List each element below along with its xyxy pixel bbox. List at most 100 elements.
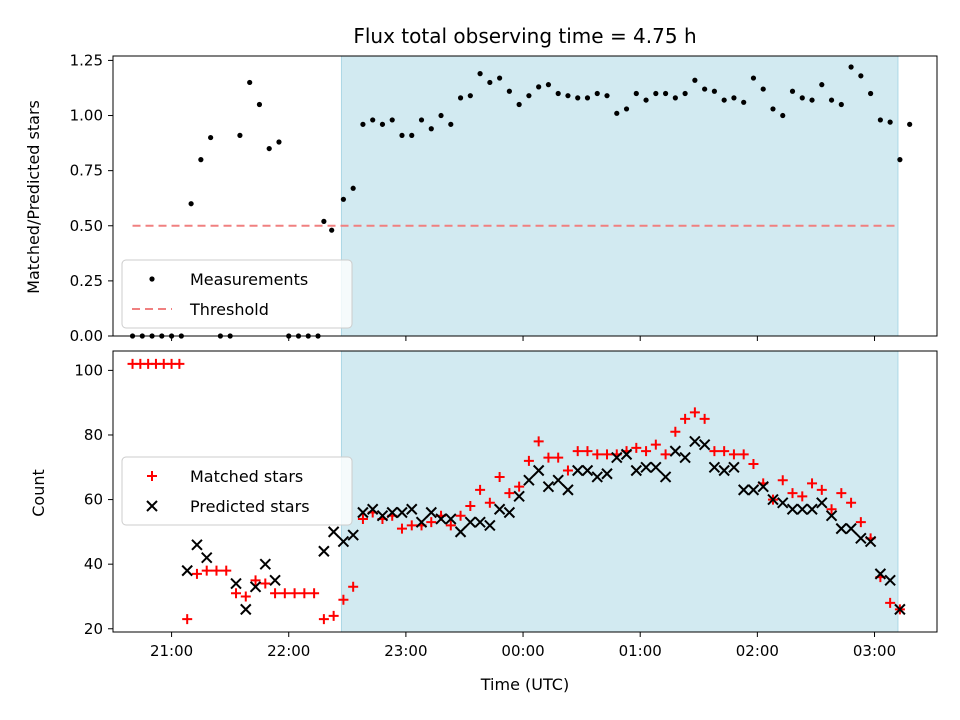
predicted-star-point (581, 464, 594, 477)
legend-dot-marker (149, 276, 155, 282)
predicted-star-point (806, 503, 818, 515)
y-tick-label: 40 (84, 555, 103, 573)
measurement-point (516, 101, 522, 108)
matched-star-point (553, 452, 564, 463)
matched-star-point (650, 439, 661, 450)
measurement-point (692, 77, 698, 83)
matched-star-point (475, 484, 486, 495)
y-tick-label: 0.00 (70, 327, 103, 345)
matched-star-point (846, 497, 857, 508)
measurement-point (350, 185, 356, 191)
measurement-point (321, 218, 327, 224)
measurement-point (340, 196, 347, 202)
matched-star-point (231, 588, 242, 599)
measurement-point (877, 117, 883, 123)
measurement-point (623, 106, 630, 112)
matched-star-point (572, 446, 583, 457)
predicted-star-point (513, 490, 525, 503)
matched-star-point (748, 459, 759, 470)
predicted-star-point (474, 516, 486, 528)
measurement-point (487, 79, 493, 86)
y-tick-label: 60 (84, 491, 103, 509)
predicted-star-point (396, 506, 408, 519)
predicted-star-point (718, 464, 730, 477)
matched-star-point (709, 446, 720, 457)
chart-title: Flux total observing time = 4.75 h (353, 24, 696, 48)
matched-star-point (357, 513, 368, 524)
predicted-star-point (825, 510, 838, 522)
predicted-star-point (650, 461, 662, 473)
legend-plus-marker (147, 471, 157, 481)
matched-star-point (309, 588, 320, 599)
x-tick-label: 01:00 (619, 642, 662, 660)
predicted-star-point (659, 471, 672, 483)
matched-star-point (396, 523, 407, 534)
predicted-star-point (532, 464, 545, 477)
measurement-point (198, 157, 204, 163)
matched-star-point (174, 358, 185, 369)
matched-star-point (582, 446, 593, 457)
x-tick-label: 02:00 (736, 642, 779, 660)
measurement-point (741, 99, 747, 105)
matched-star-point (523, 455, 534, 466)
measurement-point (418, 117, 425, 123)
y-tick-label: 20 (84, 620, 103, 638)
predicted-star-point (894, 603, 906, 616)
measurement-point (208, 134, 214, 141)
matched-star-point (855, 517, 866, 528)
x-tick-label: 23:00 (384, 642, 427, 660)
measurement-point (887, 119, 893, 125)
matched-star-point (562, 465, 573, 476)
predicted-star-point (855, 532, 867, 545)
matched-star-point (689, 407, 700, 418)
measurement-point (868, 90, 874, 97)
y-tick-label: 0.75 (70, 162, 103, 180)
measurement-point (604, 93, 610, 99)
measurement-point (614, 110, 620, 116)
legend: Matched stars Predicted stars (121, 456, 353, 526)
bottom-y-axis-label: Count (29, 469, 48, 517)
matched-star-point (699, 413, 710, 424)
matched-star-point (826, 504, 837, 515)
measurement-point (329, 227, 335, 233)
predicted-star-point (376, 510, 389, 522)
measurement-point (828, 97, 835, 103)
measurement-point (247, 79, 253, 86)
y-tick-label: 1.00 (70, 107, 103, 125)
measurement-point (370, 117, 376, 123)
axes-frame (112, 350, 938, 633)
matched-star-point (670, 426, 681, 437)
predicted-star-point (386, 506, 398, 519)
matched-star-point (885, 597, 896, 608)
matched-star-point (318, 614, 329, 625)
predicted-star-point (415, 516, 428, 528)
predicted-star-point (562, 484, 574, 496)
predicted-star-point (591, 471, 603, 483)
measurement-point (848, 64, 854, 70)
matched-star-point (250, 575, 261, 586)
x-tick-label: 22:00 (267, 642, 310, 660)
predicted-star-point (737, 484, 750, 496)
y-tick-label: 0.50 (70, 217, 103, 235)
matched-star-point (738, 449, 749, 460)
matched-star-point (797, 491, 808, 502)
measurement-point (594, 90, 600, 97)
matched-star-point (660, 449, 671, 460)
measurement-point (682, 90, 688, 97)
matched-star-point (514, 481, 525, 492)
matched-star-point (602, 449, 613, 460)
measurement-point (799, 95, 805, 101)
measurement-point (497, 75, 503, 81)
predicted-star-point (728, 461, 740, 473)
bottom-panel: 21:00 22:00 23:00 00:00 01:00 02:00 03:00 20 40 6… (74, 350, 938, 660)
predicted-star-point (454, 526, 467, 538)
measurement-point (399, 132, 405, 138)
measurement-point (897, 157, 903, 163)
predicted-star-point (835, 522, 848, 535)
predicted-star-point (747, 484, 760, 496)
predicted-star-point (777, 497, 789, 509)
measurement-point (711, 88, 718, 94)
measurement-point (633, 90, 639, 97)
legend-box (121, 456, 353, 526)
matched-star-point (807, 478, 818, 489)
